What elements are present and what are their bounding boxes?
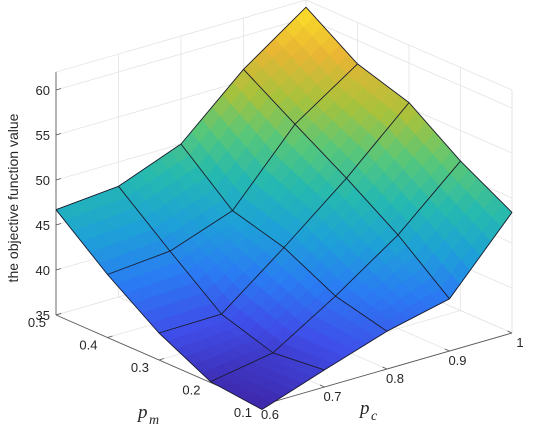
z-tick-mark [55,268,62,271]
z-tick-mark [55,313,62,316]
svg-text:c: c [371,409,378,424]
mesh-line [243,68,450,300]
mesh-line [118,186,325,371]
pc-tick-mark [444,348,450,352]
pm-tick-label: 0.2 [182,383,200,398]
pm-axis-label: p m [136,402,159,428]
pc-tick-label: 0.7 [323,389,341,404]
svg-text:m: m [149,413,159,428]
z-axis-label: the objective function value [5,113,21,282]
z-tick-label: 55 [36,128,50,143]
svg-text:p: p [358,398,370,419]
svg-text:p: p [136,402,148,423]
pc-tick-label: 1 [516,335,523,350]
pc-tick-label: 0.6 [261,407,279,422]
pc-tick-mark [507,330,513,334]
pc-tick-mark [319,384,325,388]
grid-line [55,17,307,91]
pm-tick-label: 0.3 [131,360,149,375]
pm-tick-label: 0.4 [79,338,97,353]
z-tick-mark [55,88,62,91]
z-tick-mark [55,133,62,136]
z-tick-label: 50 [36,173,50,188]
pm-tick-mark [158,358,165,361]
mesh-line [305,6,513,213]
pc-tick-mark [382,366,388,370]
mesh-line [180,143,388,332]
z-tick-mark [55,178,62,181]
z-tick-label: 40 [36,263,50,278]
pc-tick-label: 0.9 [448,353,466,368]
z-tick-mark [55,223,62,226]
mesh-line [55,209,263,410]
z-tick-label: 60 [36,83,50,98]
box-edge [55,0,307,73]
z-tick-label: 35 [36,308,50,323]
pm-tick-mark [107,335,113,338]
grid-line [305,17,513,109]
z-tick-label: 45 [36,218,50,233]
surface-plot [55,6,513,410]
box-edge [305,0,513,91]
pc-axis-label: p c [358,398,378,424]
pm-tick-label: 0.5 [28,315,46,330]
pm-tick-label: 0.1 [234,405,252,420]
tick-labels: 0.6 0.7 0.8 0.9 1 0.1 0.2 0.3 0.4 0.535 40 45 50 55 60 [28,83,524,422]
pc-tick-label: 0.8 [386,371,404,386]
